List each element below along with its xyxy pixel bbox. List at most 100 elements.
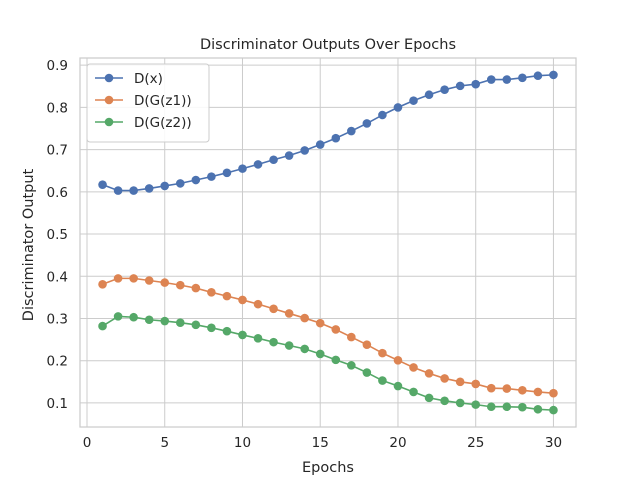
- x-tick-label: 5: [160, 435, 169, 451]
- legend-label: D(G(z1)): [134, 93, 192, 109]
- data-point: [331, 325, 341, 334]
- data-point: [502, 384, 512, 393]
- x-tick-label: 30: [545, 435, 562, 451]
- legend-marker: [104, 117, 114, 127]
- data-point: [440, 396, 449, 406]
- data-point: [486, 383, 496, 393]
- data-point: [549, 388, 558, 398]
- data-point: [362, 119, 372, 128]
- series-layer: [98, 70, 558, 415]
- data-point: [549, 405, 558, 415]
- legend-marker: [104, 95, 114, 105]
- data-point: [238, 164, 247, 173]
- data-point: [518, 402, 527, 412]
- data-point: [300, 313, 309, 323]
- data-point: [393, 381, 403, 391]
- y-tick-label: 0.6: [47, 185, 68, 201]
- data-point: [502, 402, 512, 412]
- data-point: [518, 73, 527, 83]
- y-tick-label: 0.8: [47, 100, 68, 116]
- data-point: [549, 70, 558, 80]
- data-point: [113, 186, 123, 195]
- data-point: [207, 288, 216, 297]
- data-point: [424, 90, 434, 100]
- data-point: [160, 181, 170, 191]
- data-point: [471, 79, 481, 89]
- data-point: [533, 387, 543, 397]
- data-point: [238, 295, 247, 305]
- data-point: [269, 155, 278, 165]
- data-point: [207, 323, 216, 333]
- y-tick-label: 0.3: [47, 311, 68, 327]
- data-point: [284, 341, 294, 350]
- data-point: [284, 151, 294, 160]
- x-tick-label: 20: [389, 435, 406, 451]
- data-point: [440, 85, 449, 94]
- legend-label: D(G(z2)): [134, 115, 192, 131]
- data-point: [129, 274, 138, 283]
- data-point: [315, 140, 325, 149]
- data-point: [486, 75, 496, 84]
- data-point: [471, 379, 481, 389]
- data-point: [347, 126, 356, 136]
- data-point: [315, 349, 325, 359]
- x-tick-label: 25: [467, 435, 484, 451]
- plot-frame: [79, 57, 577, 428]
- data-point: [144, 315, 154, 325]
- data-point: [144, 184, 154, 193]
- data-point: [191, 175, 201, 185]
- x-tick-label: 0: [83, 435, 92, 451]
- data-point: [175, 318, 185, 328]
- y-axis-label: Discriminator Output: [21, 168, 37, 321]
- data-point: [238, 330, 247, 340]
- x-axis-label: Epochs: [302, 460, 354, 476]
- data-point: [191, 283, 201, 293]
- data-point: [393, 355, 403, 365]
- data-point: [144, 276, 154, 285]
- data-point: [222, 291, 232, 301]
- chart-title: Discriminator Outputs Over Epochs: [200, 37, 456, 53]
- data-point: [533, 71, 543, 81]
- data-point: [98, 180, 107, 189]
- data-point: [315, 318, 325, 328]
- data-point: [160, 278, 170, 287]
- data-point: [222, 326, 232, 336]
- x-tick-label: 10: [234, 435, 251, 451]
- data-point: [331, 355, 341, 365]
- data-point: [409, 363, 418, 372]
- data-point: [253, 299, 263, 309]
- data-point: [207, 172, 216, 181]
- legend-marker: [104, 73, 114, 83]
- y-tick-label: 0.7: [47, 143, 68, 159]
- legend: D(x) D(G(z1)) D(G(z2)): [86, 63, 210, 143]
- data-point: [98, 279, 107, 289]
- data-point: [486, 402, 496, 412]
- data-point: [347, 361, 356, 370]
- data-point: [393, 103, 403, 112]
- data-point: [362, 368, 372, 377]
- data-point: [253, 334, 263, 343]
- data-point: [113, 274, 123, 283]
- data-point: [191, 320, 201, 330]
- y-tick-label: 0.4: [47, 269, 68, 285]
- data-point: [269, 337, 278, 347]
- y-tick-label: 0.5: [47, 227, 68, 243]
- data-point: [409, 387, 418, 397]
- series-1: [98, 70, 558, 195]
- data-point: [455, 81, 465, 91]
- data-point: [518, 385, 527, 395]
- data-point: [378, 348, 387, 358]
- data-point: [284, 309, 294, 318]
- data-point: [471, 400, 481, 409]
- data-point: [440, 374, 449, 383]
- data-point: [424, 393, 434, 403]
- data-point: [175, 280, 185, 290]
- data-point: [160, 316, 170, 326]
- data-point: [113, 312, 123, 321]
- data-point: [378, 376, 387, 385]
- data-point: [424, 369, 434, 378]
- data-point: [378, 110, 387, 120]
- data-point: [269, 304, 278, 314]
- x-tick-label: 15: [312, 435, 329, 451]
